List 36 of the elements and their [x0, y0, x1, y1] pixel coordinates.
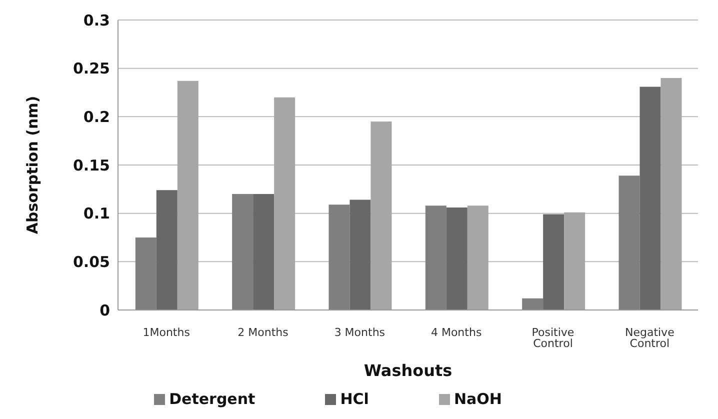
y-axis-title: Absorption (nm) [23, 96, 42, 234]
x-tick-label: Negative Control [624, 326, 675, 350]
y-tick-label: 0.1 [83, 204, 110, 223]
bar [328, 204, 350, 310]
bar [425, 206, 446, 310]
bar [660, 78, 682, 310]
bar [177, 80, 198, 310]
legend-label: NaOH [454, 390, 502, 408]
bar [135, 238, 156, 310]
y-tick-label: 0.25 [72, 60, 110, 78]
bar [618, 176, 640, 310]
bar [446, 208, 468, 310]
y-tick-label: 0.05 [72, 252, 110, 271]
x-axis-title: Washouts [364, 361, 452, 380]
x-tick-label: 2 Months [238, 326, 289, 339]
bar [522, 298, 544, 310]
y-tick-label: 0.2 [83, 108, 110, 126]
legend-label: HCl [340, 390, 369, 408]
bar [467, 206, 488, 310]
bar [232, 194, 254, 310]
bar [253, 194, 274, 310]
x-tick-label: 4 Months [430, 326, 482, 339]
bar [350, 200, 371, 310]
y-tick-label: 0.3 [83, 11, 110, 30]
bar [370, 122, 392, 310]
y-tick-label: 0.15 [72, 156, 110, 174]
legend-label: Detergent [169, 390, 256, 408]
bar [640, 86, 661, 310]
bar [564, 212, 586, 310]
bar [156, 190, 178, 310]
x-tick-label: 3 Months [334, 326, 386, 339]
x-tick-label: Positive Control [532, 326, 574, 350]
bar [274, 97, 296, 310]
bar [543, 214, 564, 310]
y-tick-label: 0 [100, 301, 110, 320]
x-tick-label: 1Months [142, 326, 190, 339]
